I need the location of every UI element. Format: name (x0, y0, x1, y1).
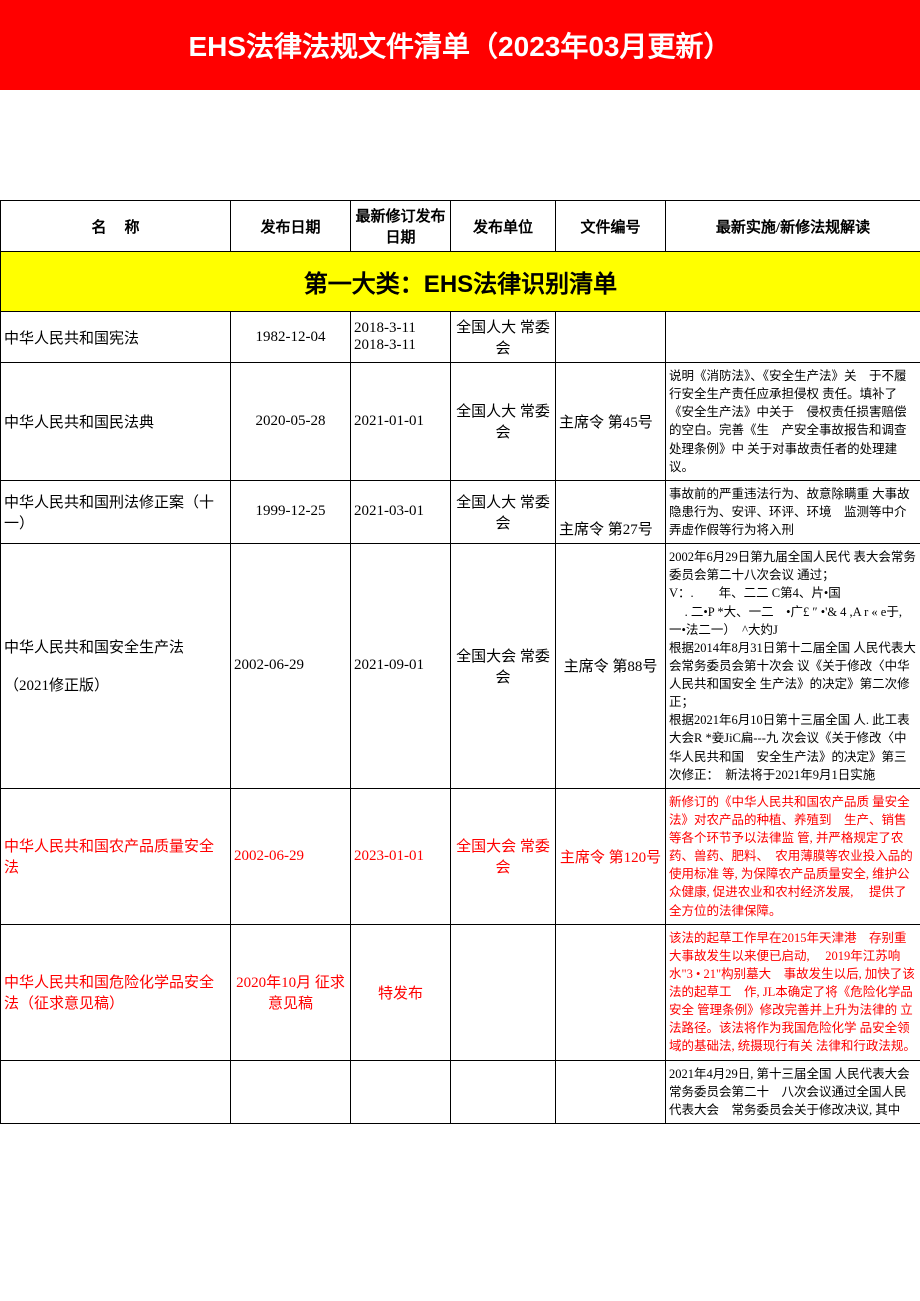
cell-impl: 说明《消防法》、《安全生产法》关 于不履行安全生产责任应承担侵权 责任。填补了《… (666, 363, 920, 481)
table-row: 中华人民共和国危险化学品安全法（征求意见稿） 2020年10月 征求意见稿 特发… (1, 924, 920, 1060)
table-row: 中华人民共和国安全生产法 （2021修正版） 2002-06-29 2021-0… (1, 544, 920, 789)
cell-docno (556, 924, 666, 1060)
cell-pubdate: 2002-06-29 (231, 788, 351, 924)
col-header-name: 名称 (1, 201, 231, 252)
table-row: 中华人民共和国刑法修正案（十一） 1999-12-25 2021-03-01 全… (1, 480, 920, 543)
col-header-impl: 最新实施/新修法规解读 (666, 201, 920, 252)
cell-docno (556, 1060, 666, 1123)
spacer (0, 90, 920, 200)
table-header-row: 名称 发布日期 最新修订发布日期 发布单位 文件编号 最新实施/新修法规解读 (1, 201, 920, 252)
cell-revdate: 2018-3-11 2018-3-11 (351, 312, 451, 363)
cell-unit (451, 924, 556, 1060)
cell-revdate (351, 1060, 451, 1123)
col-header-revdate: 最新修订发布日期 (351, 201, 451, 252)
cell-docno: 主席令 第88号 (556, 544, 666, 789)
cell-revdate: 2023-01-01 (351, 788, 451, 924)
cell-pubdate: 2020年10月 征求意见稿 (231, 924, 351, 1060)
cell-name: 中华人民共和国刑法修正案（十一） (1, 480, 231, 543)
col-header-name-text1: 名 (91, 220, 124, 236)
cell-name (1, 1060, 231, 1123)
table-row: 中华人民共和国宪法 1982-12-04 2018-3-11 2018-3-11… (1, 312, 920, 363)
cell-impl (666, 312, 920, 363)
cell-name: 中华人民共和国安全生产法 （2021修正版） (1, 544, 231, 789)
table-row: 中华人民共和国农产品质量安全法 2002-06-29 2023-01-01 全国… (1, 788, 920, 924)
col-header-pubdate: 发布日期 (231, 201, 351, 252)
cell-revdate: 2021-09-01 (351, 544, 451, 789)
cell-name: 中华人民共和国危险化学品安全法（征求意见稿） (1, 924, 231, 1060)
cell-docno: 主席令 第120号 (556, 788, 666, 924)
cell-docno: 主席令 第27号 (556, 480, 666, 543)
cell-name: 中华人民共和国宪法 (1, 312, 231, 363)
cell-impl: 该法的起草工作早在2015年天津港 存别重大事故发生以来便已启动, 2019年江… (666, 924, 920, 1060)
cell-impl: 新修订的《中华人民共和国农产品质 量安全法》对农产品的种植、养殖到 生产、销售等… (666, 788, 920, 924)
cell-impl: 2021年4月29日, 第十三届全国 人民代表大会常务委员会第二十 八次会议通过… (666, 1060, 920, 1123)
col-header-unit: 发布单位 (451, 201, 556, 252)
table-row: 2021年4月29日, 第十三届全国 人民代表大会常务委员会第二十 八次会议通过… (1, 1060, 920, 1123)
section-header-row: 第一大类：EHS法律识别清单 (1, 252, 920, 312)
cell-unit: 全国人大 常委会 (451, 480, 556, 543)
cell-revdate: 特发布 (351, 924, 451, 1060)
cell-docno (556, 312, 666, 363)
cell-revdate: 2021-03-01 (351, 480, 451, 543)
section-header-cell: 第一大类：EHS法律识别清单 (1, 252, 920, 312)
cell-pubdate: 1999-12-25 (231, 480, 351, 543)
cell-unit: 全国人大 常委会 (451, 312, 556, 363)
cell-impl: 事故前的严重违法行为、故意除瞒重 大事故隐患行为、安评、环评、环境 监测等中介弄… (666, 480, 920, 543)
cell-docno: 主席令 第45号 (556, 363, 666, 481)
regulations-table: 名称 发布日期 最新修订发布日期 发布单位 文件编号 最新实施/新修法规解读 第… (0, 200, 920, 1124)
cell-revdate: 2021-01-01 (351, 363, 451, 481)
cell-unit: 全国大会 常委会 (451, 544, 556, 789)
cell-unit: 全国大会 常委会 (451, 788, 556, 924)
col-header-name-text2: 称 (125, 220, 140, 236)
cell-unit (451, 1060, 556, 1123)
cell-name: 中华人民共和国农产品质量安全法 (1, 788, 231, 924)
col-header-docno: 文件编号 (556, 201, 666, 252)
cell-name: 中华人民共和国民法典 (1, 363, 231, 481)
cell-pubdate: 2020-05-28 (231, 363, 351, 481)
cell-pubdate (231, 1060, 351, 1123)
cell-pubdate: 1982-12-04 (231, 312, 351, 363)
page-title-banner: EHS法律法规文件清单（2023年03月更新） (0, 0, 920, 90)
cell-pubdate: 2002-06-29 (231, 544, 351, 789)
cell-impl: 2002年6月29日第九届全国人民代 表大会常务委员会第二十八次会议 通过； V… (666, 544, 920, 789)
cell-unit: 全国人大 常委会 (451, 363, 556, 481)
table-row: 中华人民共和国民法典 2020-05-28 2021-01-01 全国人大 常委… (1, 363, 920, 481)
